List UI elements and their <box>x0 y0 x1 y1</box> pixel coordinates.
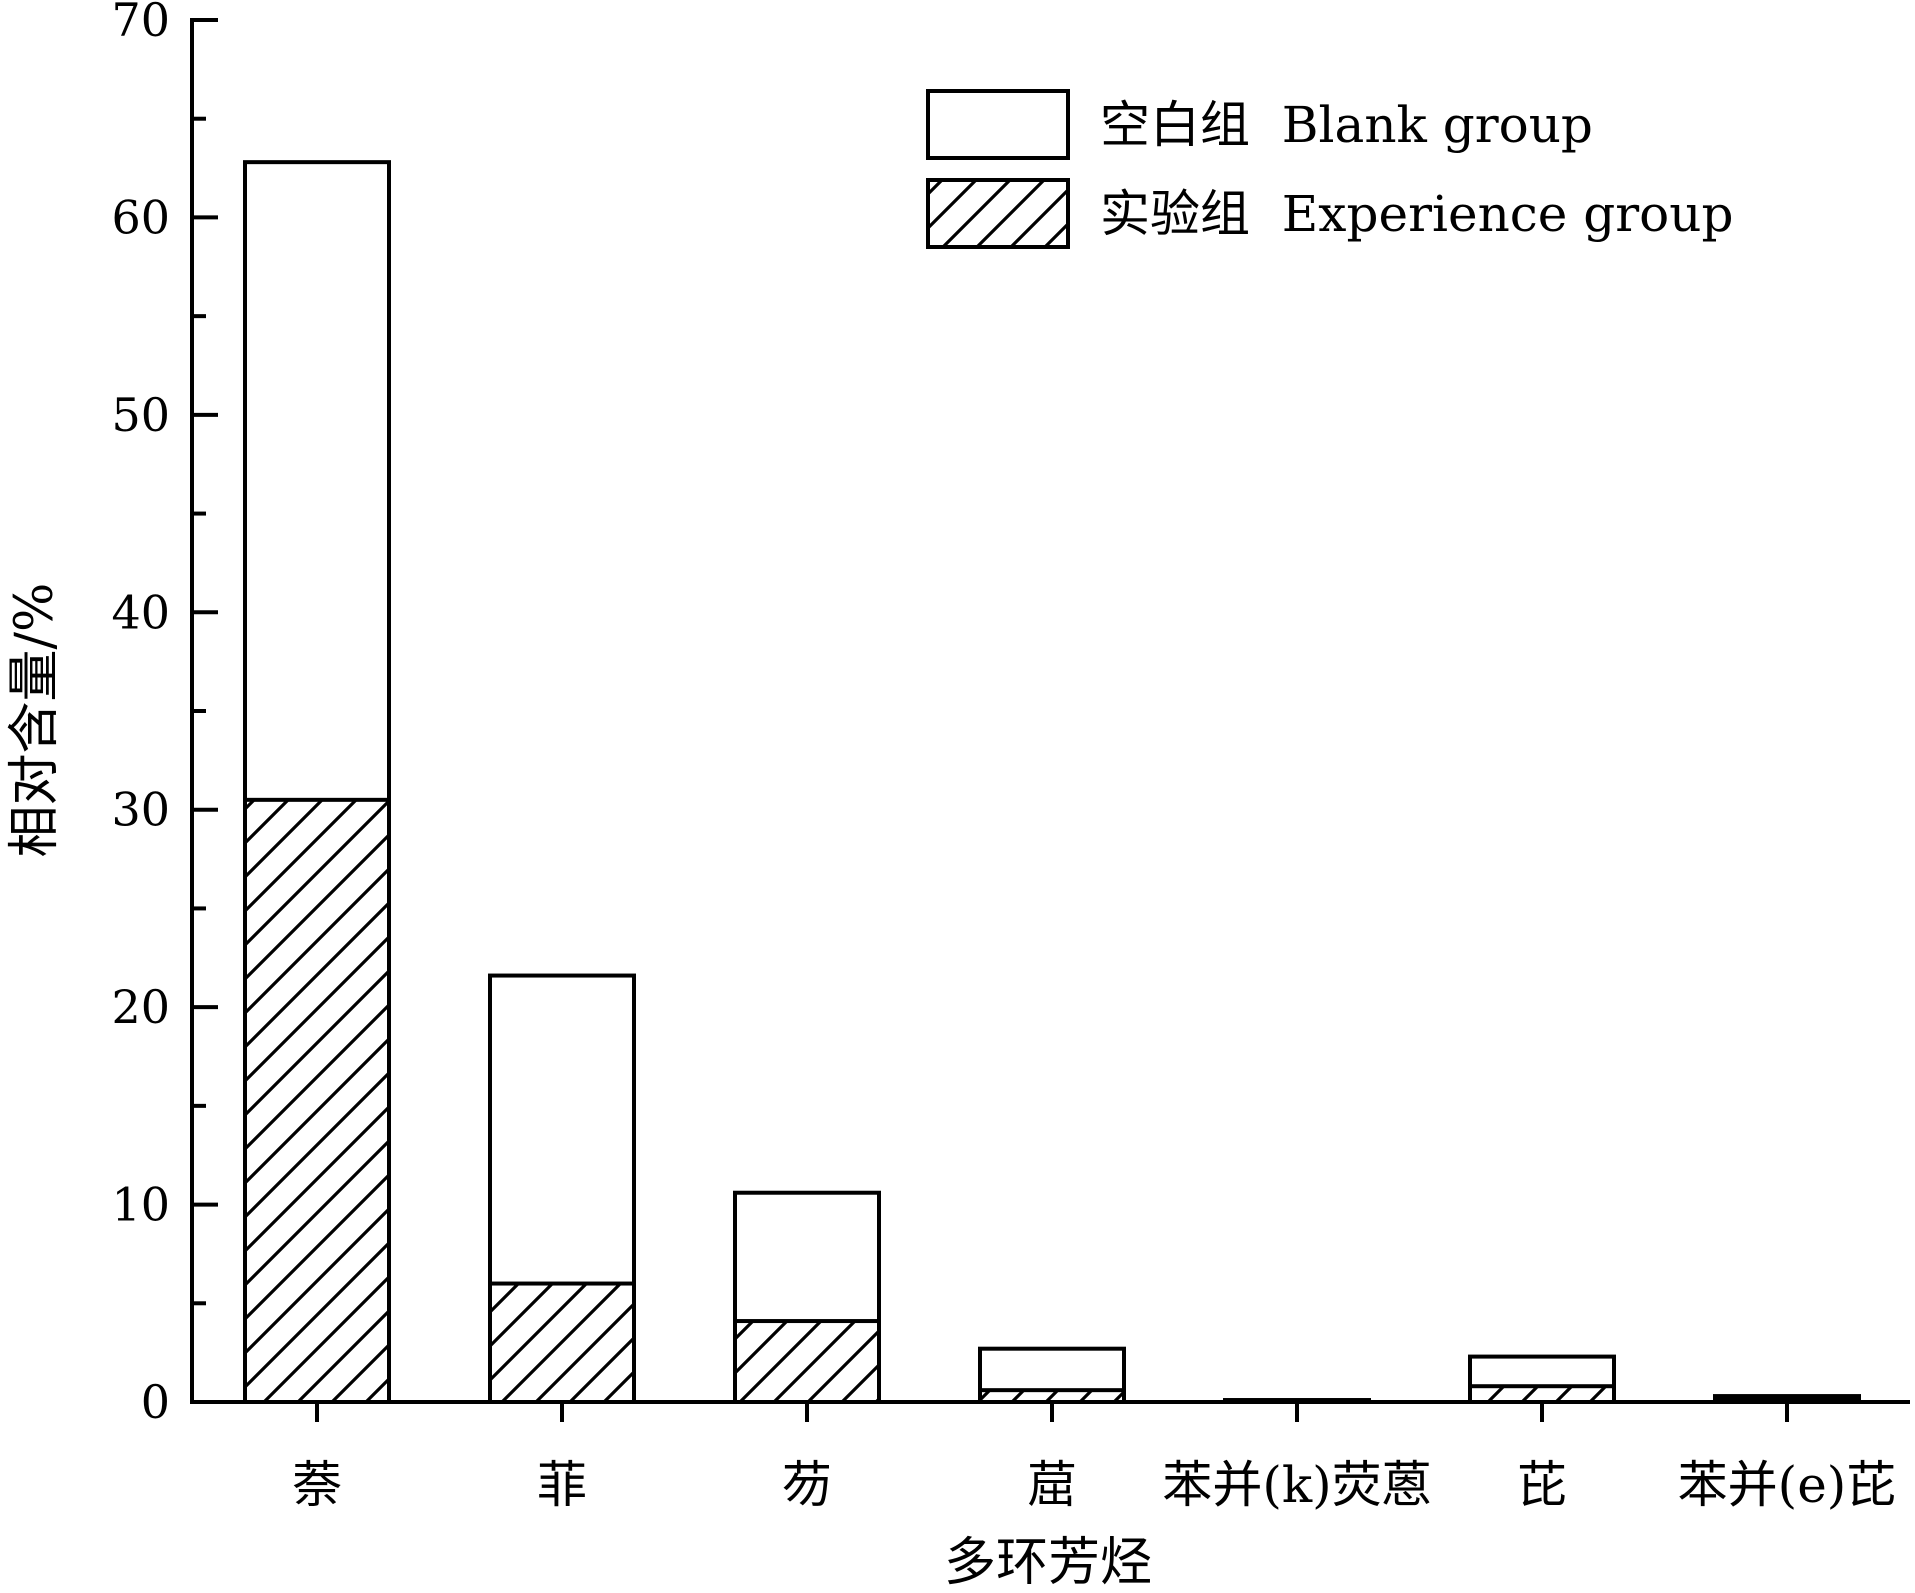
legend-label-blank: 空白组 Blank group <box>1100 96 1593 154</box>
x-tick-label: 苯并(k)荧蒽 <box>1162 1456 1431 1514</box>
axes-layer: 0 10 20 30 40 50 60 70 <box>111 0 1910 1429</box>
x-tick-label: 䓛 <box>1027 1456 1077 1514</box>
bar-experience-group-0 <box>243 797 391 1404</box>
y-tick-label: 10 <box>111 1178 170 1232</box>
legend-swatch-experience <box>926 178 1070 249</box>
y-axis-title: 相对含量/% <box>5 583 65 858</box>
x-tick-label: 芴 <box>782 1456 832 1514</box>
legend-swatch-blank <box>926 89 1070 160</box>
x-tick-label: 苯并(e)芘 <box>1678 1456 1897 1514</box>
x-tick-label: 菲 <box>537 1456 587 1514</box>
bars-layer <box>243 160 1861 1405</box>
y-tick-label: 40 <box>111 585 170 639</box>
bar-experience-group-5 <box>1468 1384 1616 1404</box>
x-axis-title: 多环芳烃 <box>944 1533 1152 1593</box>
y-tick-label: 20 <box>111 980 170 1034</box>
x-category-labels: 萘 菲 芴 䓛 苯并(k)荧蒽 芘 苯并(e)芘 <box>292 1456 1896 1514</box>
x-tick-label: 萘 <box>292 1456 342 1514</box>
y-tick-label: 60 <box>111 190 170 244</box>
legend-label-experience: 实验组 Experience group <box>1100 185 1733 243</box>
legend: 空白组 Blank group 实验组 Experience group <box>926 89 1733 249</box>
y-tick-label: 50 <box>111 388 170 442</box>
y-tick-label: 70 <box>111 0 170 47</box>
x-tick-label: 芘 <box>1517 1456 1567 1514</box>
y-tick-label: 0 <box>141 1375 170 1429</box>
bar-experience-group-1 <box>488 1281 636 1404</box>
bar-experience-group-2 <box>733 1319 881 1405</box>
y-tick-label: 30 <box>111 783 170 837</box>
